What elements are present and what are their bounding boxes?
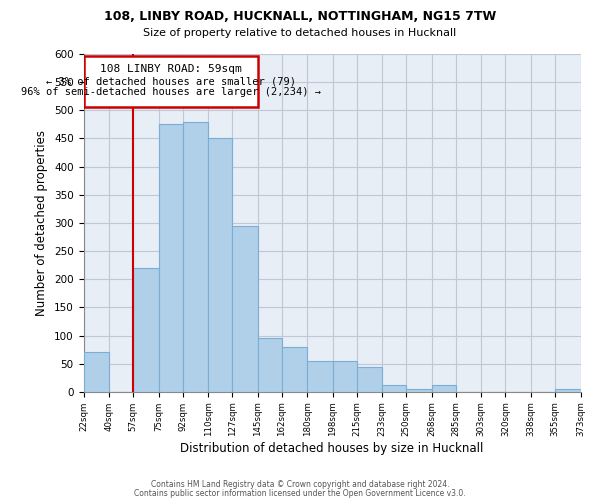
X-axis label: Distribution of detached houses by size in Hucknall: Distribution of detached houses by size … [181, 442, 484, 455]
Text: 108, LINBY ROAD, HUCKNALL, NOTTINGHAM, NG15 7TW: 108, LINBY ROAD, HUCKNALL, NOTTINGHAM, N… [104, 10, 496, 23]
Bar [432, 385, 456, 392]
Y-axis label: Number of detached properties: Number of detached properties [35, 130, 49, 316]
Bar [232, 226, 257, 392]
Text: 108 LINBY ROAD: 59sqm: 108 LINBY ROAD: 59sqm [100, 64, 241, 74]
Bar [382, 385, 406, 392]
Bar [307, 361, 333, 392]
Text: Contains HM Land Registry data © Crown copyright and database right 2024.: Contains HM Land Registry data © Crown c… [151, 480, 449, 489]
Bar [257, 338, 282, 392]
Text: ← 3% of detached houses are smaller (79): ← 3% of detached houses are smaller (79) [46, 76, 296, 86]
Bar [208, 138, 232, 392]
Bar [406, 389, 432, 392]
Bar [555, 389, 581, 392]
Text: Size of property relative to detached houses in Hucknall: Size of property relative to detached ho… [143, 28, 457, 38]
Text: Contains public sector information licensed under the Open Government Licence v3: Contains public sector information licen… [134, 488, 466, 498]
Bar [333, 361, 357, 392]
Bar [83, 352, 109, 392]
Bar [357, 366, 382, 392]
Bar [182, 122, 208, 392]
Bar [158, 124, 182, 392]
Text: 96% of semi-detached houses are larger (2,234) →: 96% of semi-detached houses are larger (… [20, 88, 320, 98]
Bar [83, 56, 257, 108]
Bar [282, 347, 307, 392]
Bar [133, 268, 158, 392]
